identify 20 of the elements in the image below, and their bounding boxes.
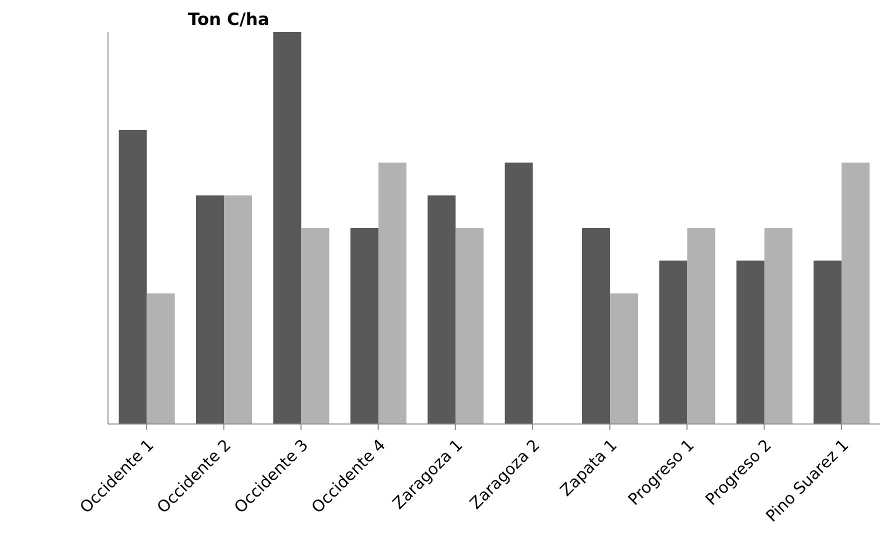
bar [842, 162, 870, 424]
bar [814, 260, 842, 424]
bar [764, 228, 792, 424]
bar [659, 260, 688, 424]
bar [350, 228, 378, 424]
bar [378, 162, 406, 424]
chart-title: Ton C/ha [188, 10, 270, 30]
bar [118, 130, 147, 424]
bar [301, 228, 330, 424]
bar [146, 293, 175, 424]
bar [224, 195, 252, 424]
bar [582, 228, 610, 424]
bar [610, 293, 638, 424]
bar [273, 32, 302, 424]
bar [428, 195, 456, 424]
bar [456, 228, 484, 424]
bar [504, 162, 533, 424]
bar [196, 195, 224, 424]
bar [736, 260, 764, 424]
bar [687, 228, 716, 424]
